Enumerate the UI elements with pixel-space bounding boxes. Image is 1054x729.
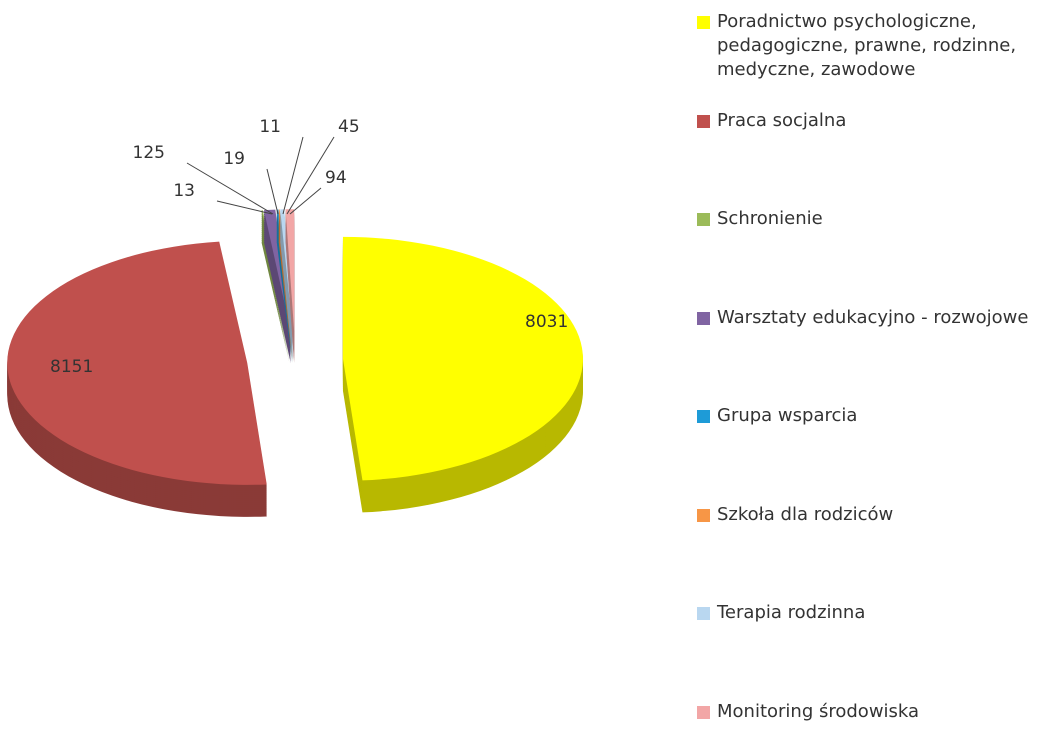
slice-side xyxy=(263,229,291,352)
chart: 8031 8151 13 125 19 11 45 94 xyxy=(7,117,583,517)
slice-side xyxy=(280,215,293,338)
slice-top xyxy=(342,236,583,481)
leader-line xyxy=(186,162,274,215)
slice-side xyxy=(263,211,291,334)
slice-side xyxy=(280,223,293,346)
slice-side xyxy=(280,213,293,336)
slice-side xyxy=(280,237,293,360)
slice-side xyxy=(280,225,293,348)
legend-item: Szkoła dla rodziców xyxy=(697,503,1054,527)
slice-top xyxy=(280,209,293,332)
slice-side xyxy=(280,241,293,364)
data-label: 125 xyxy=(133,143,165,163)
legend-label: Poradnictwo psychologiczne, pedagogiczne… xyxy=(717,11,1017,80)
slice-side xyxy=(263,215,291,338)
slice-side xyxy=(261,236,290,358)
legend-label: Szkoła dla rodziców xyxy=(717,503,894,525)
slice-side xyxy=(261,238,290,360)
slice-side xyxy=(280,231,293,354)
data-label: 19 xyxy=(223,149,245,169)
pie-slice xyxy=(285,209,295,364)
leader-line xyxy=(266,168,279,215)
legend-item: Warsztaty edukacyjno - rozwojowe xyxy=(697,306,1054,330)
data-label: 8031 xyxy=(525,312,568,332)
legend-swatch xyxy=(697,705,710,719)
slice-side xyxy=(263,227,291,350)
slice-side xyxy=(263,221,291,344)
legend-swatch xyxy=(697,114,710,128)
slice-side xyxy=(263,237,291,360)
slice-side xyxy=(280,239,293,362)
legend-label: Warsztaty edukacyjno - rozwojowe xyxy=(717,306,1029,328)
slice-side xyxy=(280,211,293,334)
slice-side xyxy=(263,213,291,336)
slice-side xyxy=(263,223,291,346)
slice-side xyxy=(263,219,291,342)
data-label: 13 xyxy=(173,181,195,201)
data-label: 45 xyxy=(338,117,360,137)
slice-side xyxy=(280,221,293,344)
legend-label: Schronienie xyxy=(717,208,823,229)
slice-side xyxy=(278,241,293,364)
legend-item: Praca socjalna xyxy=(697,109,1054,133)
slice-side xyxy=(276,237,293,360)
slice-side xyxy=(280,235,293,358)
slice-side xyxy=(263,241,291,364)
slice-side xyxy=(280,227,293,350)
leader-line xyxy=(286,136,335,215)
slice-side xyxy=(261,242,290,364)
legend-swatch xyxy=(697,311,710,325)
legend-swatch xyxy=(697,508,710,522)
slice-side xyxy=(280,233,293,356)
leader-line xyxy=(282,136,304,215)
slice-side xyxy=(278,235,293,358)
leader-line xyxy=(289,187,322,215)
legend-item: Schronienie xyxy=(697,207,1054,231)
slice-side xyxy=(278,237,293,360)
slice-side xyxy=(280,217,293,340)
slice-top xyxy=(7,241,267,485)
legend-item: Poradnictwo psychologiczne, pedagogiczne… xyxy=(697,10,1054,82)
slice-side xyxy=(263,235,291,358)
legend-swatch xyxy=(697,213,710,226)
slice-side xyxy=(276,239,293,362)
legend-swatch xyxy=(697,16,710,29)
legend-swatch xyxy=(697,607,710,620)
slice-side xyxy=(263,217,291,340)
slice-side xyxy=(278,239,293,362)
slice-side xyxy=(263,231,291,354)
slice-side xyxy=(263,225,291,348)
slice-side xyxy=(276,235,293,358)
slice-side xyxy=(261,240,290,362)
slice-top xyxy=(285,209,295,332)
data-label: 94 xyxy=(325,168,347,188)
slice-side xyxy=(276,241,293,364)
legend-item: Monitoring środowiska xyxy=(697,700,1054,724)
legend-label: Praca socjalna xyxy=(717,109,847,131)
slice-top xyxy=(263,209,291,332)
legend-swatch xyxy=(697,410,710,423)
slice-side xyxy=(280,219,293,342)
pie-slice xyxy=(7,241,267,517)
legend-label: Terapia rodzinna xyxy=(717,602,866,623)
leader-line xyxy=(216,200,273,215)
data-label: 11 xyxy=(259,117,281,137)
pie-slice xyxy=(342,236,583,513)
slice-side xyxy=(263,239,291,362)
slice-side xyxy=(280,229,293,352)
legend-label: Grupa wsparcia xyxy=(717,405,858,426)
legend-label: Monitoring środowiska xyxy=(717,700,920,722)
pie-slice xyxy=(280,209,293,364)
pie-slice xyxy=(263,209,291,364)
slice-side xyxy=(263,233,291,356)
data-label: 8151 xyxy=(50,357,93,377)
legend-item: Grupa wsparcia xyxy=(697,404,1054,428)
legend-item: Terapia rodzinna xyxy=(697,601,1054,625)
